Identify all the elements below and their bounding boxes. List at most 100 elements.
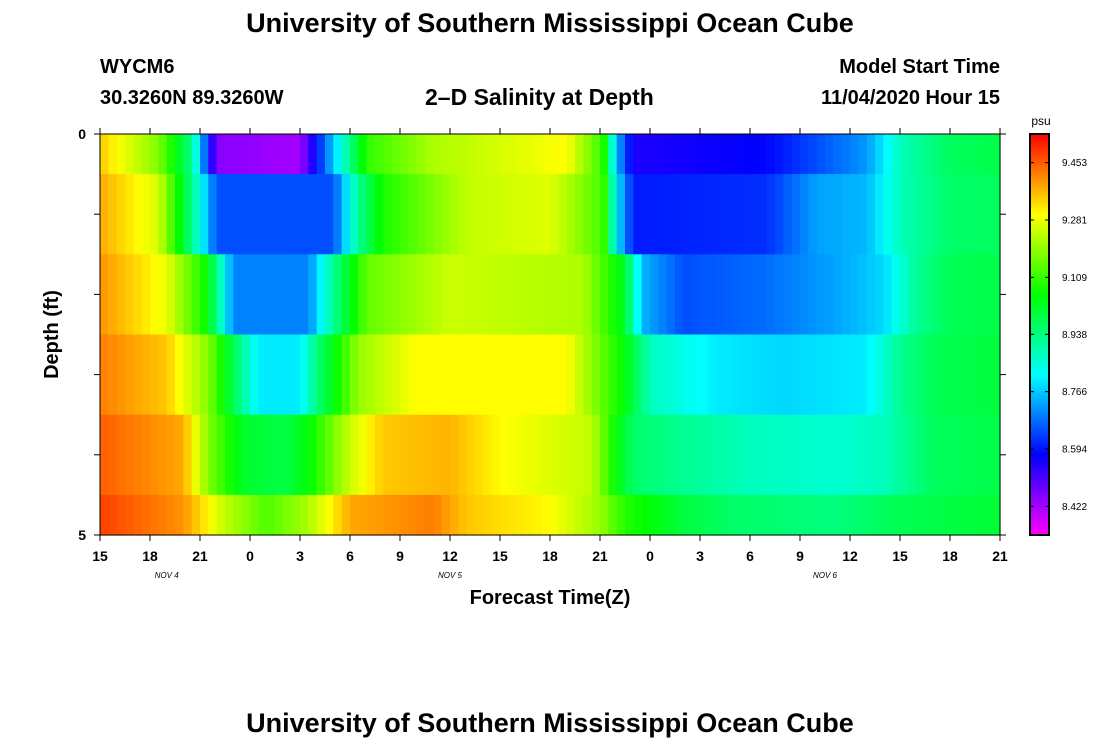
heatmap-cell (233, 174, 243, 255)
heatmap-cell (566, 334, 576, 416)
heatmap-cell (816, 254, 826, 336)
x-tick-label: 15 (492, 548, 508, 564)
heatmap-cell (225, 334, 234, 416)
heatmap-cell (950, 174, 959, 255)
heatmap-cell (816, 414, 826, 496)
heatmap-cell (725, 134, 734, 175)
heatmap-cell (933, 134, 943, 175)
heatmap-cell (525, 254, 534, 336)
heatmap-cell (183, 134, 193, 175)
heatmap-cell (683, 334, 693, 416)
heatmap-cell (383, 494, 393, 536)
heatmap-cell (416, 414, 426, 496)
heatmap-cell (800, 174, 809, 255)
heatmap-cell (258, 494, 268, 536)
heatmap-cell (825, 334, 834, 416)
heatmap-cell (500, 494, 509, 536)
heatmap-cell (458, 494, 468, 536)
colorbar-tick-label: 8.938 (1062, 330, 1087, 341)
heatmap-cell (258, 134, 268, 175)
heatmap-cell (775, 414, 784, 496)
heatmap-cell (300, 334, 309, 416)
heatmap-cell (491, 134, 501, 175)
heatmap-cell (541, 254, 551, 336)
heatmap-cell (450, 174, 459, 255)
heatmap-cell (725, 254, 734, 336)
model-start-value: 11/04/2020 Hour 15 (820, 87, 1000, 109)
colorbar-tick-label: 9.109 (1062, 273, 1087, 284)
heatmap-cell (400, 334, 409, 416)
heatmap-cell (966, 254, 976, 336)
heatmap-cell (250, 334, 259, 416)
heatmap-cell (758, 174, 768, 255)
heatmap-cell (883, 134, 893, 175)
heatmap-cell (850, 134, 859, 175)
heatmap-cell (650, 134, 659, 175)
heatmap-cell (866, 254, 876, 336)
heatmap-cell (858, 174, 868, 255)
heatmap-cell (225, 254, 234, 336)
heatmap-cell (100, 254, 109, 336)
heatmap-cell (158, 254, 168, 336)
heatmap-cell (150, 414, 159, 496)
heatmap-cell (433, 134, 443, 175)
heatmap-cell (250, 254, 259, 336)
heatmap-cell (191, 494, 201, 536)
heatmap-cell (291, 414, 301, 496)
heatmap-cell (766, 134, 776, 175)
heatmap-cell (741, 414, 751, 496)
heatmap-cell (433, 494, 443, 536)
heatmap-cell (400, 174, 409, 255)
heatmap-cell (925, 134, 934, 175)
model-start-label: Model Start Time (839, 56, 1000, 78)
heatmap-cell (475, 134, 484, 175)
heatmap-cell (716, 334, 726, 416)
heatmap-cell (208, 254, 218, 336)
heatmap-cell (883, 494, 893, 536)
heatmap-cell (383, 134, 393, 175)
heatmap-cell (925, 334, 934, 416)
heatmap-cell (908, 174, 918, 255)
heatmap-cell (691, 334, 701, 416)
heatmap-cell (833, 174, 843, 255)
heatmap-cell (483, 494, 493, 536)
heatmap-cell (683, 174, 693, 255)
heatmap-cell (291, 174, 301, 255)
heatmap-cell (916, 174, 926, 255)
heatmap-cell (375, 414, 384, 496)
heatmap-cell (975, 414, 984, 496)
heatmap-cell (408, 494, 418, 536)
heatmap-cell (333, 254, 343, 336)
heatmap-cell (408, 334, 418, 416)
heatmap-cell (508, 134, 518, 175)
heatmap-cell (383, 334, 393, 416)
heatmap-cell (850, 494, 859, 536)
heatmap-cell (966, 494, 976, 536)
heatmap-cell (100, 494, 109, 536)
heatmap-cell (608, 494, 618, 536)
heatmap-cell (783, 134, 793, 175)
heatmap-cell (650, 414, 659, 496)
heatmap-cell (633, 334, 643, 416)
heatmap-cell (791, 494, 801, 536)
heatmap-cell (666, 334, 676, 416)
date-label: NOV 6 (813, 571, 838, 580)
heatmap-cell (666, 174, 676, 255)
heatmap-cell (675, 334, 684, 416)
heatmap-cell (425, 254, 434, 336)
heatmap-cell (675, 494, 684, 536)
heatmap-cell (841, 334, 851, 416)
heatmap-cell (183, 254, 193, 336)
heatmap-cell (333, 174, 343, 255)
heatmap-cell (208, 414, 218, 496)
heatmap-cell (575, 134, 584, 175)
heatmap-cell (158, 494, 168, 536)
heatmap-cell (233, 494, 243, 536)
heatmap-cell (250, 134, 259, 175)
heatmap-cell (150, 134, 159, 175)
heatmap-cell (291, 254, 301, 336)
heatmap-cell (200, 174, 209, 255)
heatmap-cell (941, 334, 951, 416)
heatmap-cell (716, 254, 726, 336)
heatmap-cell (483, 134, 493, 175)
